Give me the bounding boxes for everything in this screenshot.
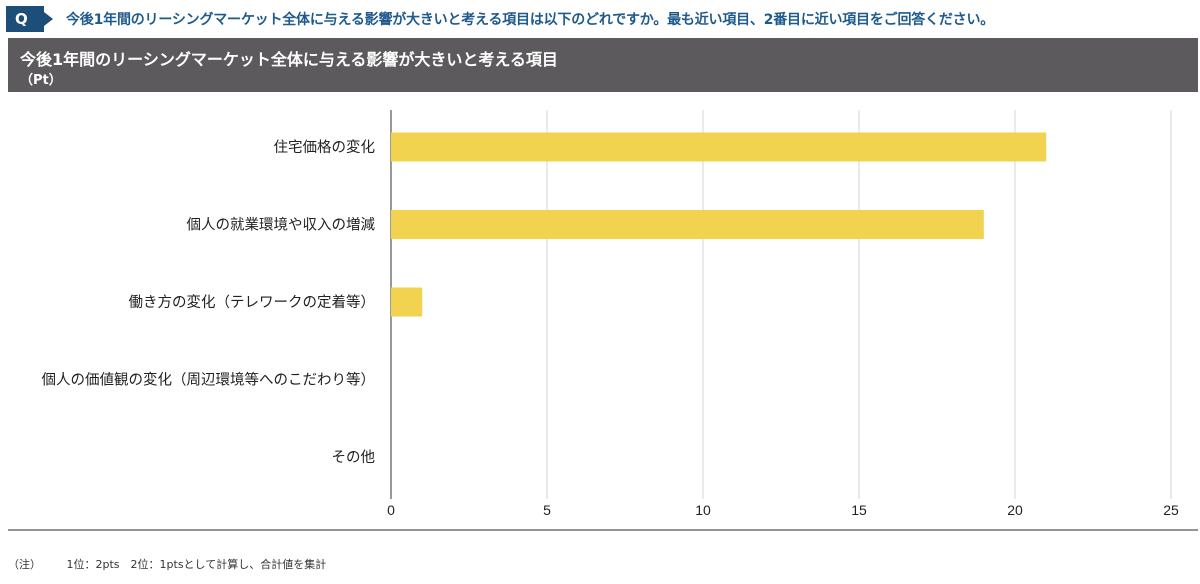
x-tick-label: 0: [387, 502, 395, 518]
chart-header: 今後1年間のリーシングマーケット全体に与える影響が大きいと考える項目 （Pt）: [8, 38, 1198, 92]
bar: [391, 132, 1047, 162]
x-tick-label: 25: [1163, 502, 1179, 518]
chart-title: 今後1年間のリーシングマーケット全体に与える影響が大きいと考える項目: [20, 50, 558, 69]
question-badge: Q: [6, 6, 53, 32]
x-tick-label: 10: [695, 502, 711, 518]
chart-unit: （Pt）: [20, 73, 62, 88]
x-tick-label: 15: [851, 502, 867, 518]
category-label: その他: [332, 449, 376, 466]
footnote: （注） 1位：2pts 2位：1ptsとして計算し、合計値を集計: [8, 556, 326, 572]
category-label: 個人の価値観の変化（周辺環境等へのこだわり等）: [42, 371, 376, 389]
category-label: 働き方の変化（テレワークの定着等）: [129, 293, 376, 311]
x-tick-label: 20: [1007, 502, 1023, 518]
footnote-label: （注）: [8, 558, 41, 571]
bar: [391, 287, 423, 317]
x-tick-label: 5: [543, 502, 551, 518]
footnote-text: 1位：2pts 2位：1ptsとして計算し、合計値を集計: [66, 558, 327, 571]
category-label: 個人の就業環境や収入の増減: [187, 216, 376, 234]
category-label: 住宅価格の変化: [274, 139, 376, 156]
bar: [391, 210, 984, 239]
question-text: 今後1年間のリーシングマーケット全体に与える影響が大きいと考える項目は以下のどれ…: [66, 12, 995, 28]
question-row: Q 今後1年間のリーシングマーケット全体に与える影響が大きいと考える項目は以下の…: [6, 4, 1196, 32]
